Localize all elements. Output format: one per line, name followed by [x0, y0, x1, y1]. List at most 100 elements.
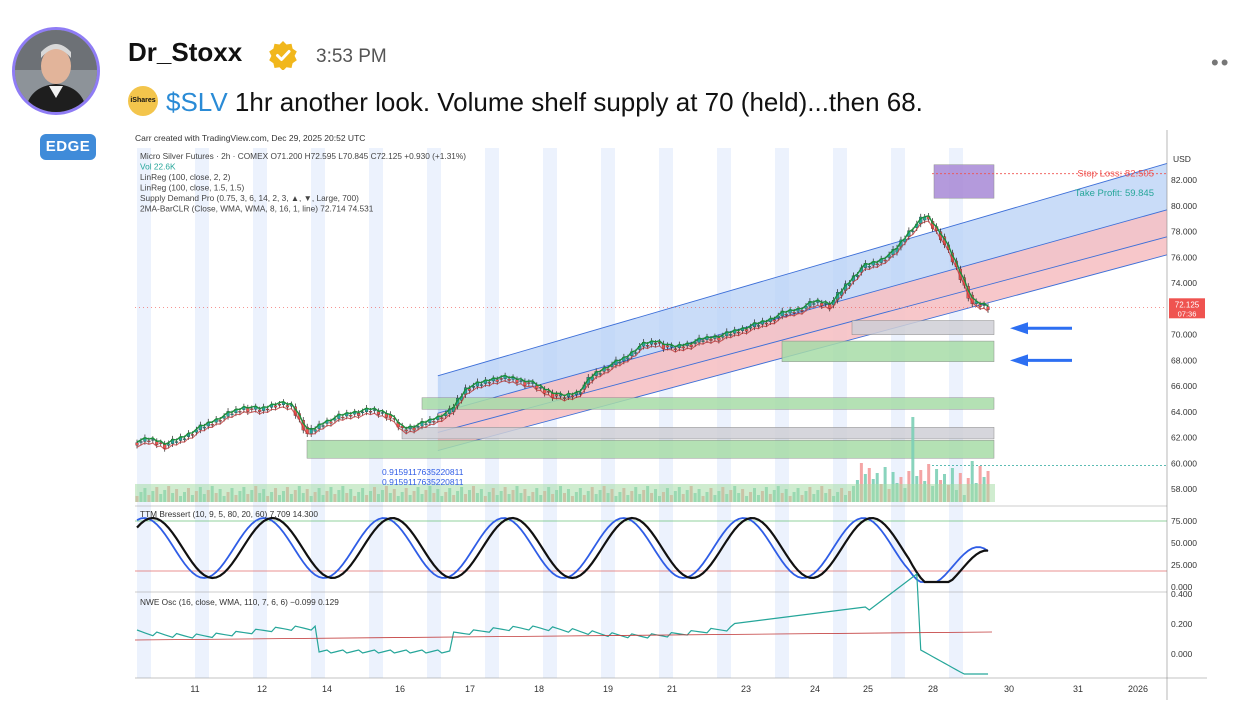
session-shading — [137, 148, 963, 678]
chart-credit: Carr created with TradingView.com, Dec 2… — [135, 133, 365, 143]
avatar-portrait — [15, 30, 97, 112]
candle-body — [681, 346, 685, 349]
candle-body — [266, 408, 270, 411]
candle-body — [190, 434, 194, 436]
candle-body — [175, 441, 179, 443]
session-band — [601, 148, 615, 678]
candle-body — [978, 304, 982, 307]
session-band — [833, 148, 847, 678]
ishares-logo-icon: iShares — [128, 86, 158, 117]
candle-body — [820, 302, 824, 306]
message-body: 1hr another look. Volume shelf supply at… — [227, 87, 923, 117]
candle-body — [376, 411, 381, 415]
candle-body — [717, 337, 721, 341]
candle-body — [147, 440, 151, 443]
volume-label: 0.9159117635220811 — [382, 467, 464, 477]
candle-body — [618, 361, 622, 364]
candle-body — [202, 426, 206, 429]
candle-body — [527, 382, 531, 384]
message-text: iShares $SLV 1hr another look. Volume she… — [128, 86, 923, 119]
header-line: 2MA-BarCLR (Close, WMA, WMA, 8, 16, 1, l… — [140, 204, 374, 214]
candle-body — [361, 411, 365, 414]
price-tick-label: 74.000 — [1171, 278, 1197, 288]
osc-fast-line — [136, 517, 989, 583]
header-line: Supply Demand Pro (0.75, 3, 6, 14, 2, 3,… — [140, 193, 359, 203]
candle-body — [273, 405, 278, 408]
candle-body — [721, 335, 725, 338]
nwe-signal-line — [134, 631, 993, 641]
ma-slow-line — [136, 220, 989, 451]
candle-body — [784, 313, 788, 316]
candle-body — [800, 310, 804, 312]
candle-body — [653, 343, 658, 345]
volume-bars — [135, 417, 995, 502]
header-line: Micro Silver Futures · 2h · COMEX O71.20… — [140, 151, 466, 161]
volume-bar — [927, 464, 931, 502]
price-tick-label: 70.000 — [1171, 330, 1197, 340]
session-band — [891, 148, 905, 678]
candle-body — [570, 395, 574, 398]
session-band — [717, 148, 731, 678]
supply-demand-zones — [135, 164, 1167, 466]
candle-body — [467, 388, 472, 391]
avatar[interactable] — [12, 27, 100, 115]
candle-body — [855, 275, 859, 277]
candle-body — [440, 417, 444, 419]
price-tick-label: 60.000 — [1171, 458, 1197, 468]
session-band — [137, 148, 151, 678]
time-tick-label: 18 — [534, 684, 544, 694]
candle-body — [167, 443, 171, 446]
candle-body — [558, 394, 563, 397]
time-tick-label: 25 — [863, 684, 873, 694]
header-line: LinReg (100, close, 2, 2) — [140, 172, 231, 182]
osc1-tick-label: 0.000 — [1171, 582, 1193, 592]
time-tick-label: 11 — [190, 684, 199, 694]
candle-body — [555, 394, 559, 397]
time-tick-label: 21 — [667, 684, 677, 694]
candle-body — [487, 382, 491, 384]
candle-body — [139, 441, 143, 443]
candle-body — [875, 263, 879, 266]
stop-loss-label: Stop Loss: 82.505 — [1077, 169, 1154, 180]
candle-body — [210, 423, 214, 426]
candle-body — [479, 384, 483, 386]
blue-arrow-head — [1010, 322, 1028, 335]
zone-rect — [401, 427, 995, 440]
candle-body — [792, 311, 796, 314]
volume-bar — [859, 463, 863, 502]
header-line: Vol 22.6K — [140, 162, 176, 172]
candle-body — [238, 411, 242, 413]
candle-body — [159, 442, 163, 444]
candle-body — [701, 340, 705, 342]
price-tick-label: 76.000 — [1171, 252, 1197, 262]
candle-body — [416, 425, 420, 428]
last-price-value: 72.125 — [1175, 300, 1200, 309]
candle-body — [499, 378, 503, 380]
candle-body — [816, 300, 820, 303]
price-tick-label: 78.000 — [1171, 227, 1197, 237]
candle-body — [796, 309, 800, 312]
time-tick-label: 24 — [810, 684, 820, 694]
oscillator-panels — [134, 505, 1167, 675]
price-tick-label: 62.000 — [1171, 433, 1197, 443]
time-tick-label: 12 — [257, 684, 267, 694]
zone-rect — [851, 320, 995, 335]
candle-body — [748, 326, 753, 329]
osc1-tick-label: 25.000 — [1171, 560, 1197, 570]
chart-image[interactable]: 82.00080.00078.00076.00074.00072.00070.0… — [132, 130, 1207, 700]
candle-body — [562, 397, 567, 399]
price-tick-label: 82.000 — [1171, 175, 1197, 185]
ticker-link[interactable]: $SLV — [166, 87, 228, 117]
candle-body — [412, 427, 416, 431]
candle-body — [883, 259, 887, 262]
price-tick-label: 58.000 — [1171, 484, 1197, 494]
more-options-icon[interactable]: •• — [1211, 50, 1231, 75]
candle-body — [756, 325, 761, 327]
candle-body — [574, 392, 578, 395]
candle-body — [218, 420, 222, 422]
candle-body — [380, 412, 384, 414]
avatar-wrap[interactable]: EDGE — [12, 27, 100, 160]
username[interactable]: Dr_Stoxx — [128, 37, 243, 67]
candle-body — [772, 319, 776, 322]
candle-body — [665, 345, 669, 348]
